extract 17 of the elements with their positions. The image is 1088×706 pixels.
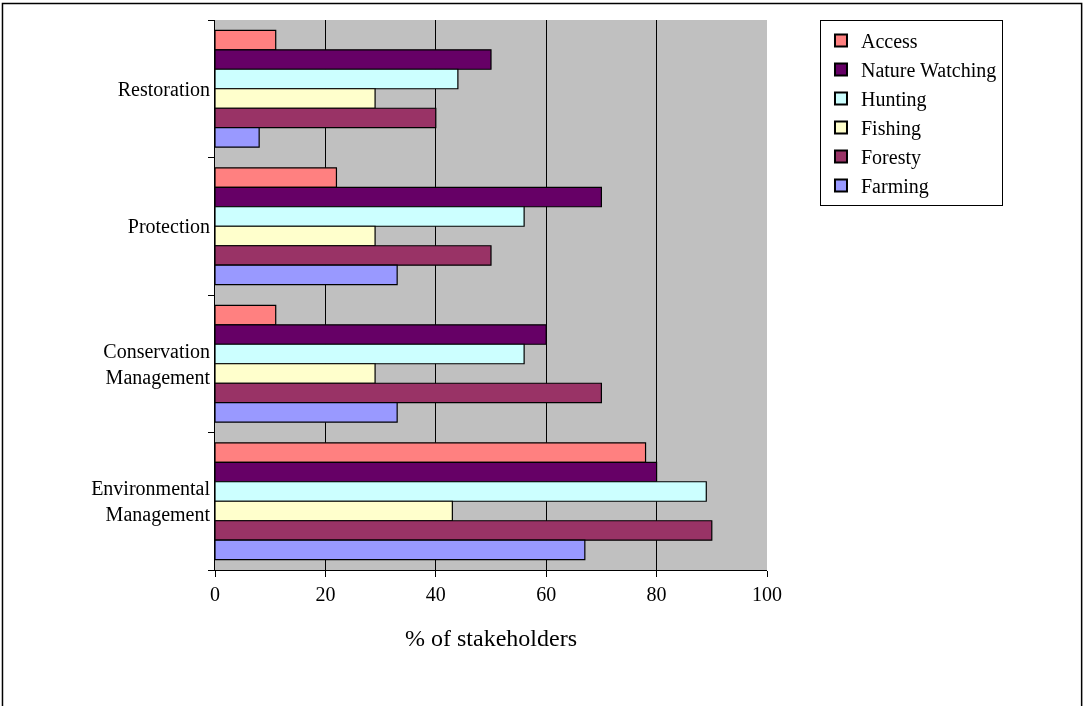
x-tick-label: 20 [315,583,336,605]
legend-label: Farming [860,175,929,199]
y-tick-label: Environmental Management [91,477,211,527]
y-tick-label: Protection [127,215,210,238]
legend-label: Hunting [860,88,927,112]
x-tick-label: 0 [210,583,220,605]
legend-label: Fishing [860,117,922,141]
legend-label: Foresty [860,146,921,170]
legend-label: Access [860,30,918,53]
y-tick-label: Conservation Management [103,339,211,389]
legend-label: Nature Watching [860,59,997,83]
y-tick-label: Restoration [117,77,210,100]
x-axis-title: % of stakeholders [405,625,577,652]
x-tick-label: 40 [425,583,446,605]
x-tick-label: 80 [646,583,667,605]
x-tick-label: 100 [752,583,782,605]
x-tick-label: 60 [536,583,557,605]
